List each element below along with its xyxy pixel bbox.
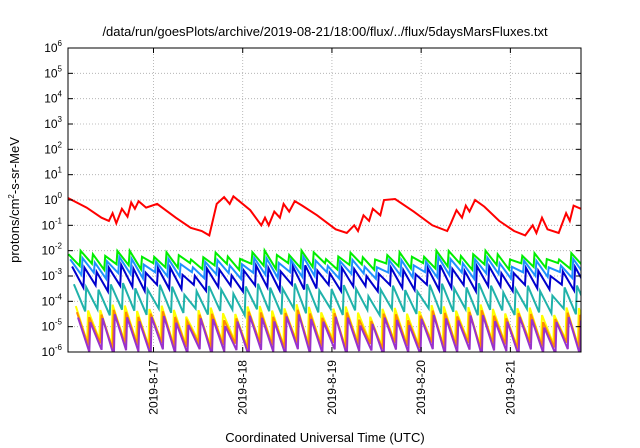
- series-line-7: [75, 309, 581, 350]
- y-tick-label: 10-4: [42, 292, 63, 308]
- x-tick-label: 2019-8-17: [147, 360, 161, 415]
- x-tick-label: 2019-8-21: [503, 360, 517, 415]
- series-line-3: [69, 253, 581, 282]
- x-tick-label: 2019-8-19: [325, 360, 339, 415]
- y-tick-label: 10-1: [42, 216, 63, 232]
- grid-lines: [68, 48, 581, 352]
- y-tick-label: 102: [44, 140, 62, 156]
- x-axis-label: Coordinated Universal Time (UTC): [225, 430, 424, 445]
- x-axis: 2019-8-17 2019-8-18 2019-8-19 2019-8-20 2019…: [147, 48, 517, 415]
- y-tick-label: 105: [44, 64, 62, 80]
- series-layer: [68, 194, 581, 352]
- y-tick-label: 103: [44, 115, 62, 131]
- y-tick-label: 100: [44, 191, 62, 207]
- series-line-5: [72, 282, 581, 320]
- series-line-6: [74, 304, 581, 347]
- series-line-2: [68, 247, 581, 273]
- series-line-1: [68, 194, 581, 237]
- x-tick-label: 2019-8-18: [236, 360, 250, 415]
- y-tick-label: 106: [44, 39, 62, 55]
- y-tick-label: 10-6: [42, 343, 63, 359]
- y-tick-label: 10-2: [42, 242, 63, 258]
- y-axis-label: protons/cm2-s-sr-MeV: [7, 137, 22, 263]
- series-line-4: [71, 260, 581, 296]
- y-axis-label-sup: 2: [7, 194, 16, 199]
- series-line-8: [77, 313, 581, 352]
- y-tick-label: 10-5: [42, 318, 63, 334]
- plot-frame: [67, 47, 582, 353]
- x-tick-label: 2019-8-20: [414, 360, 428, 415]
- y-tick-label: 10-3: [42, 267, 63, 283]
- chart-title: /data/run/goesPlots/archive/2019-08-21/1…: [102, 24, 548, 39]
- y-tick-label: 104: [44, 90, 62, 106]
- y-axis-label-main: protons/cm: [7, 199, 22, 263]
- y-tick-label: 101: [44, 166, 62, 182]
- y-axis-label-unit: -s-sr-MeV: [7, 137, 22, 194]
- y-axis: 10-6 10-5 10-4 10-3 10-2 10-1 100 101 102 103 104 1…: [42, 39, 581, 359]
